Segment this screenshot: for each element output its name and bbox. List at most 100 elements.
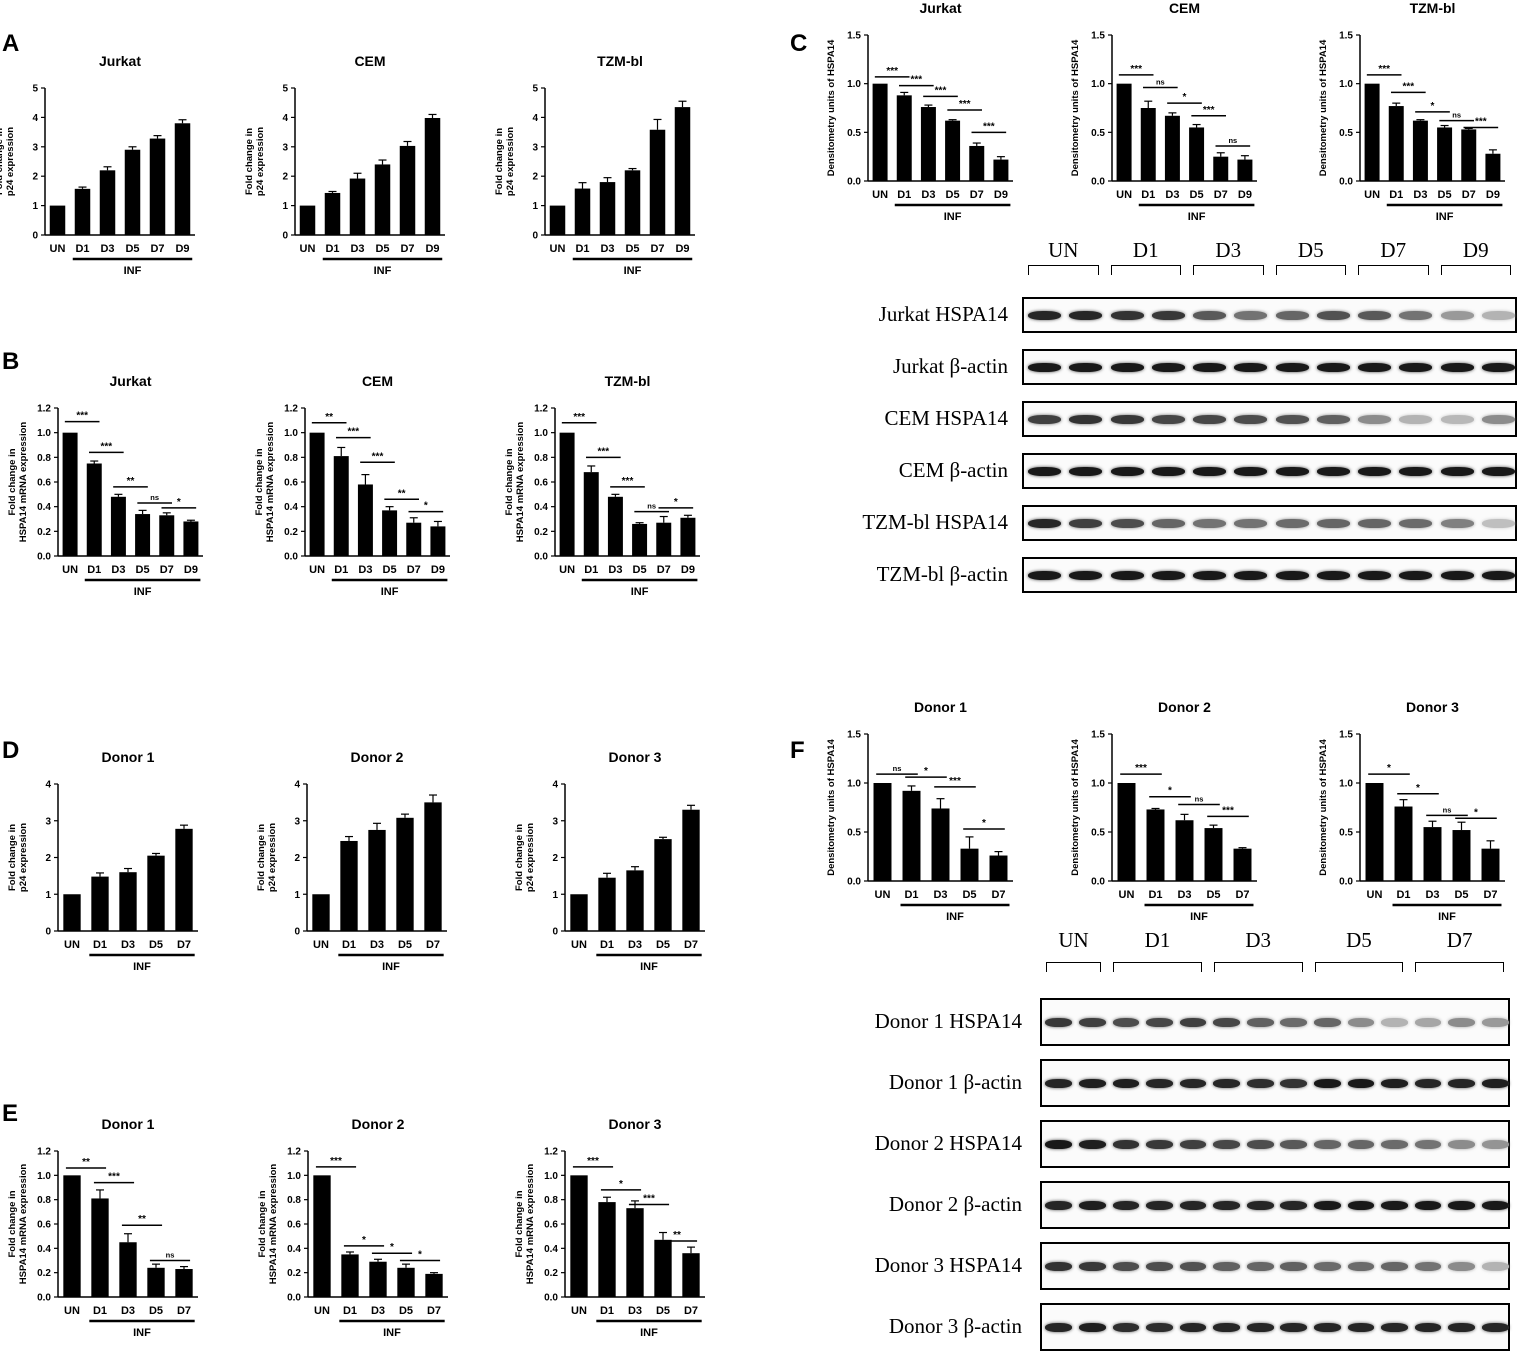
blot-strip xyxy=(1040,1181,1510,1229)
blot-band xyxy=(1069,519,1103,528)
x-tick-label: D9 xyxy=(681,564,695,576)
panel-label-b: B xyxy=(2,348,20,375)
bar-d3 xyxy=(368,829,386,931)
blot-band xyxy=(1481,1323,1509,1332)
group-label: INF xyxy=(381,586,399,598)
x-tick-label: D9 xyxy=(425,243,439,255)
y-axis-label: Fold change in xyxy=(494,128,505,195)
y-tick-label: 1.0 xyxy=(847,79,861,90)
chart-b3: TZM-bl 0.0 0.2 0.4 0.6 0.8 1.0 1.2 Fold change i… xyxy=(504,373,700,598)
y-tick-label: 1.2 xyxy=(37,1147,51,1158)
significance-label: * xyxy=(674,497,678,508)
blot-band xyxy=(1399,467,1433,476)
blot-band xyxy=(1399,571,1433,580)
significance-label: * xyxy=(1168,786,1172,797)
y-tick-label: 1 xyxy=(294,890,300,901)
chart-title: CEM xyxy=(1169,0,1200,16)
blot-strip xyxy=(1022,505,1517,541)
significance-label: ** xyxy=(138,1214,146,1225)
x-tick-label: D7 xyxy=(150,243,164,255)
lane-group-label: UN xyxy=(1058,928,1089,952)
bar-d3 xyxy=(1175,820,1194,881)
y-tick-label: 0.0 xyxy=(37,552,51,563)
y-tick-label: 4 xyxy=(532,113,538,124)
bar-d7 xyxy=(656,522,672,556)
blot-row-label: CEM β-actin xyxy=(898,458,1008,482)
group-label: INF xyxy=(640,961,658,973)
chart-title: TZM-bl xyxy=(1410,0,1456,16)
x-tick-label: D7 xyxy=(407,564,421,576)
bar-d5 xyxy=(654,839,672,931)
significance-label: ns xyxy=(647,502,656,511)
blot-band xyxy=(1146,1323,1173,1332)
lane-bracket xyxy=(1193,265,1264,275)
y-tick-label: 1.0 xyxy=(1091,79,1105,90)
significance-label: *** xyxy=(76,411,88,422)
panel-label-e: E xyxy=(2,1100,19,1127)
blot-row-label: TZM-bl HSPA14 xyxy=(862,510,1008,534)
blot-row-label: Donor 2 HSPA14 xyxy=(874,1131,1022,1155)
y-tick-label: 1 xyxy=(45,890,51,901)
blot-band xyxy=(1414,1201,1442,1210)
blot-band xyxy=(1193,311,1227,320)
x-tick-label: D7 xyxy=(160,564,174,576)
y-tick-label: 0.6 xyxy=(37,478,51,489)
y-axis-label: Densitometry units of HSPA14 xyxy=(1318,39,1329,176)
y-tick-label: 1.0 xyxy=(1339,779,1353,790)
blot-band xyxy=(1440,519,1474,528)
significance-label: * xyxy=(619,1179,623,1190)
blot-band xyxy=(1316,571,1350,580)
y-tick-label: 2 xyxy=(32,172,38,183)
lane-group-label: D7 xyxy=(1380,238,1407,262)
chart-b1: Jurkat 0.0 0.2 0.4 0.6 0.8 1.0 1.2 Fold change i… xyxy=(7,373,203,598)
x-tick-label: D1 xyxy=(575,243,589,255)
blot-band xyxy=(1112,1201,1140,1210)
bar-d3 xyxy=(349,178,366,235)
blot-band xyxy=(1045,1201,1073,1210)
bar-d3 xyxy=(119,1242,137,1297)
blot-band xyxy=(1414,1262,1442,1271)
blot-band xyxy=(1179,1323,1207,1332)
blot-band xyxy=(1112,1262,1140,1271)
bar-d1 xyxy=(341,1254,359,1297)
blot-band xyxy=(1078,1140,1106,1149)
blot-band xyxy=(1440,571,1474,580)
blot-band xyxy=(1481,311,1515,320)
x-tick-label: D7 xyxy=(1235,889,1249,901)
significance-label: * xyxy=(924,766,928,777)
blot-band xyxy=(1110,415,1144,424)
group-label: INF xyxy=(374,265,392,277)
blot-band xyxy=(1193,363,1227,372)
x-tick-label: D3 xyxy=(370,939,384,951)
significance-label: *** xyxy=(587,1156,599,1167)
chart-d2: Donor 2 0 1 2 3 4 Fold change in p24 expression… xyxy=(256,749,447,973)
blot-band xyxy=(1313,1201,1341,1210)
chart-title: Jurkat xyxy=(919,0,961,16)
group-label: INF xyxy=(946,911,964,923)
x-tick-label: D3 xyxy=(121,1305,135,1317)
y-tick-label: 0.4 xyxy=(287,1244,301,1255)
x-tick-label: D5 xyxy=(633,564,647,576)
x-tick-label: UN xyxy=(559,564,575,576)
significance-label: *** xyxy=(597,446,609,457)
x-tick-label: D1 xyxy=(584,564,598,576)
blot-band xyxy=(1313,1140,1341,1149)
y-tick-label: 1.0 xyxy=(37,428,51,439)
blot-band xyxy=(1448,1262,1476,1271)
blot-row-label: Jurkat HSPA14 xyxy=(878,302,1008,326)
y-tick-label: 0.4 xyxy=(544,1244,558,1255)
chart-title: Donor 1 xyxy=(914,699,967,715)
group-label: INF xyxy=(1190,911,1208,923)
bar-d9 xyxy=(680,517,696,556)
chart-title: TZM-bl xyxy=(597,53,643,69)
blot-band xyxy=(1358,415,1392,424)
y-tick-label: 3 xyxy=(532,142,538,153)
y-axis-label: Densitometry units of HSPA14 xyxy=(1318,739,1329,876)
blot-band xyxy=(1045,1262,1073,1271)
chart-b2: CEM 0.0 0.2 0.4 0.6 0.8 1.0 1.2 Fold change in HS… xyxy=(254,373,450,598)
chart-title: Donor 3 xyxy=(1406,699,1459,715)
blot-band xyxy=(1110,571,1144,580)
x-tick-label: UN xyxy=(62,564,78,576)
significance-label: * xyxy=(1416,783,1420,794)
y-tick-label: 0.0 xyxy=(1091,877,1105,888)
